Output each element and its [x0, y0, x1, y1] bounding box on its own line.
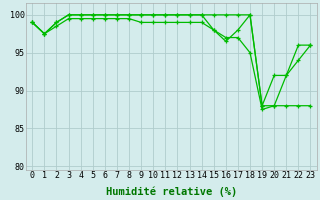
X-axis label: Humidité relative (%): Humidité relative (%): [106, 186, 237, 197]
